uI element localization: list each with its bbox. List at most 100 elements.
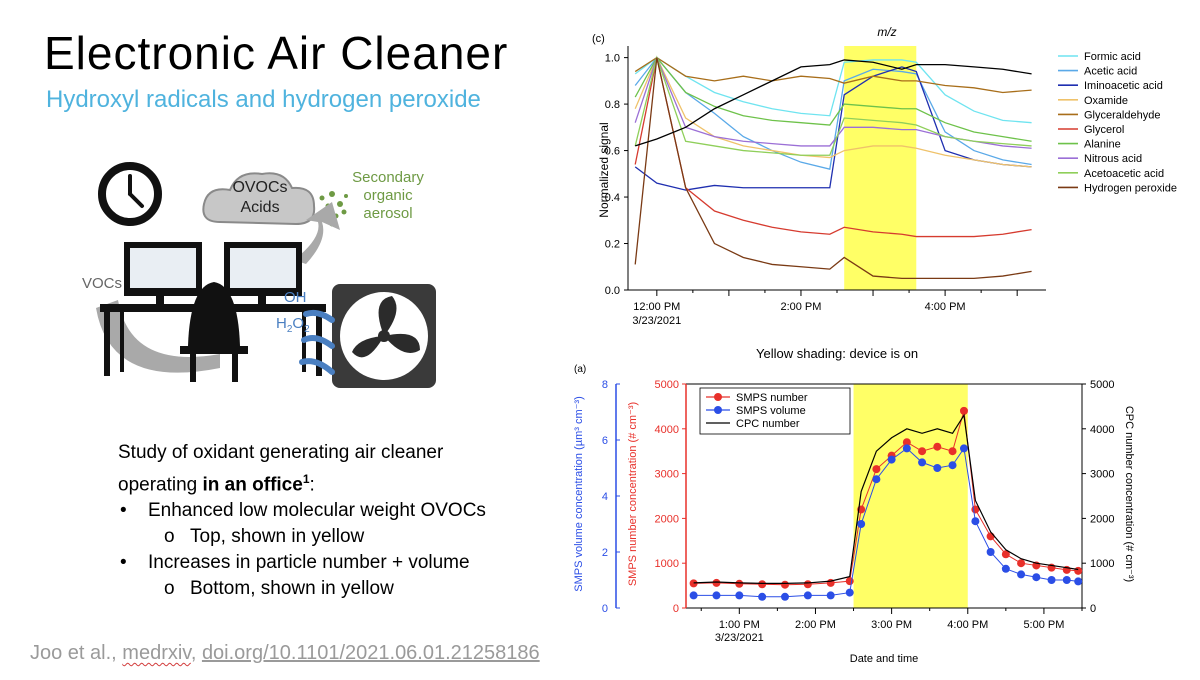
chart-bottom-xtick-sublabel: 3/23/2021 <box>715 632 764 644</box>
chart-top-ytick-label: 1.0 <box>605 53 620 65</box>
chart-bottom-left-tick-label: 8 <box>602 379 608 391</box>
chart-bottom-legend-box <box>699 387 851 435</box>
chart-bottom-xtick-label: 5:00 PM <box>1023 619 1064 631</box>
study-intro-2: operating in an office1: <box>118 472 315 496</box>
chart-bottom-legend-marker <box>714 406 722 414</box>
chart-top-xtick-label: 4:00 PM <box>925 301 966 313</box>
chart-top-legend-label: Acetoacetic acid <box>1084 168 1164 180</box>
chart-bottom-particles: (a) SMPS volume concentration (µm³ cm⁻³)… <box>573 364 1135 665</box>
chart-bottom-series-point <box>1001 550 1010 559</box>
chart-bottom-series-point <box>986 532 995 541</box>
chart-bottom-series-point <box>826 591 835 600</box>
chart-top-ytick-label: 0.4 <box>605 192 620 204</box>
chart-top-series-line <box>634 56 1032 124</box>
chart-bottom-right-tick-label: 1000 <box>1090 558 1114 570</box>
cloud-label-2: Acids <box>240 199 279 216</box>
chart-bottom-series-point <box>758 580 767 589</box>
chart-bottom-mid-tick-label: 3000 <box>655 469 679 481</box>
study-intro-1: Study of oxidant generating air cleaner <box>118 442 444 463</box>
chart-top-series-line <box>634 56 1032 94</box>
chart-bottom-xtick-label: 2:00 PM <box>795 619 836 631</box>
chart-top-xtick-label: 2:00 PM <box>780 301 821 313</box>
chart-bottom-mid-tick-label: 5000 <box>655 379 679 391</box>
chart-bottom-series-point <box>735 591 744 600</box>
chart-bottom-ylabel-mid: SMPS number concentration (# cm⁻³) <box>627 402 639 586</box>
chart-bottom-mid-tick-label: 2000 <box>655 513 679 525</box>
chart-top-legend-label: Acetic acid <box>1084 66 1137 78</box>
chart-bottom-legend-label: SMPS volume <box>736 405 806 417</box>
chart-bottom-series-point <box>857 520 866 528</box>
h2o2-label: H2O2 <box>276 315 310 335</box>
chart-bottom-xlabel: Date and time <box>850 653 918 665</box>
chart-bottom-left-tick-label: 0 <box>602 603 608 615</box>
cloud-label-1: OVOCs <box>232 179 287 196</box>
study-bullet-1: • Enhanced low molecular weight OVOCs <box>120 500 486 522</box>
chart-bottom-series-point <box>689 579 698 588</box>
chart-top-series-line <box>634 57 1032 238</box>
chart-bottom-legend-label: CPC number <box>736 418 800 430</box>
chart-bottom-series-point <box>986 548 995 556</box>
chart-top-legend-label: Hydrogen peroxide <box>1084 182 1177 194</box>
study-bullet-2: • Increases in particle number + volume <box>120 552 470 574</box>
chart-bottom-series-point <box>689 591 698 600</box>
fan-icon <box>332 284 436 388</box>
chart-bottom-series-point <box>971 517 980 526</box>
chart-bottom-right-tick-label: 3000 <box>1090 469 1114 481</box>
chart-bottom-series-point <box>948 461 957 470</box>
chart-bottom-series-point <box>918 458 927 467</box>
chart-bottom-series-point <box>933 442 942 451</box>
chart-bottom-series-point <box>1047 576 1056 584</box>
chart-bottom-legend-marker <box>714 393 722 401</box>
chart-top-device-on-band <box>844 46 917 290</box>
chart-top-legend-label: Oxamide <box>1084 95 1128 107</box>
chart-top-series-line <box>634 56 1032 142</box>
chart-bottom-mid-tick-label: 1000 <box>655 558 679 570</box>
study-sub-1: o Top, shown in yellow <box>164 526 365 548</box>
chart-bottom-xtick-label: 4:00 PM <box>947 619 988 631</box>
chart-bottom-xtick-label: 3:00 PM <box>871 619 912 631</box>
cloud-icon: OVOCs Acids <box>202 172 316 226</box>
doi-link[interactable]: doi.org/10.1101/2021.06.01.21258186 <box>201 642 540 664</box>
chart-top-legend-label: Nitrous acid <box>1084 153 1142 165</box>
chart-bottom-series-point <box>758 592 767 601</box>
chart-top-title: m/z <box>877 25 896 39</box>
slide-title: Electronic Air Cleaner <box>44 27 509 79</box>
chart-top-xtick-label: 12:00 PM <box>633 301 680 313</box>
chart-bottom-series-point <box>845 588 854 597</box>
clock-icon <box>98 162 162 226</box>
chart-bottom-left-tick-label: 4 <box>602 491 608 503</box>
chart-bottom-right-tick-label: 0 <box>1090 603 1096 615</box>
chart-bottom-ylabel-left: SMPS volume concentration (µm³ cm⁻³) <box>573 396 585 592</box>
soa-label-2: organic <box>363 187 413 204</box>
chart-bottom-series-point <box>1017 570 1026 579</box>
chart-bottom-ylabel-right: CPC number concentration (# cm⁻³) <box>1123 406 1135 582</box>
slide-subtitle: Hydroxyl radicals and hydrogen peroxide <box>46 86 481 113</box>
chart-bottom-series-point <box>1062 576 1071 584</box>
chart-bottom-series-point <box>948 447 957 456</box>
chart-top-ylabel: Normalized signal <box>597 122 611 217</box>
chart-bottom-left-tick-label: 2 <box>602 547 608 559</box>
chart-bottom-series-point <box>1001 564 1010 573</box>
chart-bottom-series-point <box>887 455 896 464</box>
chart-top-series-line <box>634 56 1032 170</box>
arrow-icon <box>96 202 340 373</box>
chart-top-ytick-label: 0.2 <box>605 239 620 251</box>
chart-bottom-series-point <box>1032 573 1041 582</box>
chart-bottom-series-point <box>781 580 789 589</box>
chart-bottom-series-point <box>781 592 789 601</box>
chart-top-series-line <box>634 57 1032 280</box>
chart-bottom-left-tick-label: 6 <box>602 435 608 447</box>
chair-icon <box>180 282 248 382</box>
chart-bottom-series-line <box>693 413 1079 584</box>
chart-bottom-right-tick-label: 4000 <box>1090 424 1114 436</box>
chart-top-mz: (c) m/z Normalized signal 0.0 0.2 0.4 0.6 0.… <box>592 25 1177 327</box>
chart-top-xtick-sublabel: 3/23/2021 <box>632 315 681 327</box>
chart-bottom-series-point <box>902 444 911 453</box>
chart-bottom-right-tick-label: 2000 <box>1090 513 1114 525</box>
soa-label-3: aerosol <box>363 205 412 222</box>
chart-top-series-line <box>634 55 1032 156</box>
chart-bottom-series-point <box>712 578 721 587</box>
chart-bottom-series-point <box>803 591 812 600</box>
chart-top-legend-label: Glycerol <box>1084 124 1124 136</box>
chart-bottom-series-point <box>918 447 927 456</box>
